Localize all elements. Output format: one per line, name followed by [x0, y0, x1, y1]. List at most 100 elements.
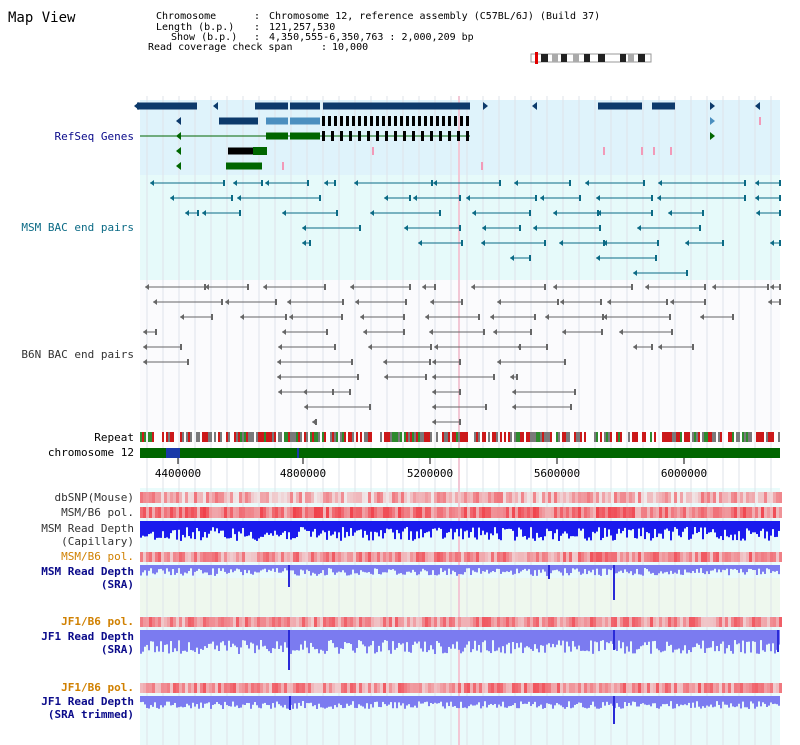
jf1-depth-sra-trimmed [678, 696, 680, 707]
jf1-b6-pol-heat [470, 683, 473, 693]
track-label-msm-bac[interactable]: MSM BAC end pairs [21, 221, 134, 234]
jf1-b6-pol-heat [752, 617, 755, 627]
msm-b6-pol-heat [734, 507, 737, 518]
dbsnp-heat [563, 492, 566, 503]
jf1-depth-sra-trimmed [312, 696, 314, 707]
msm-b6-pol-heat [140, 507, 143, 518]
msm-depth-sra [150, 565, 152, 569]
msm-depth-sra [204, 565, 206, 573]
msm-b6-pol-heat [488, 552, 491, 562]
jf1-depth-sra-trimmed [630, 696, 632, 706]
msm-depth-sra [746, 565, 748, 573]
repeat-element [262, 432, 264, 442]
b6n-bac-pair-end [289, 314, 293, 320]
track-label-b6n-bac[interactable]: B6N BAC end pairs [21, 348, 134, 361]
dbsnp-heat [329, 492, 332, 503]
msm-depth-sra-spike [288, 565, 290, 587]
jf1-depth-sra-trimmed [140, 696, 142, 703]
msm-depth-sra [432, 565, 434, 571]
dbsnp-heat [779, 492, 782, 503]
msm-depth-sra [330, 565, 332, 569]
msm-bac-pair-end [529, 255, 531, 261]
repeat-element [584, 432, 586, 442]
jf1-depth-sra-trimmed [356, 696, 358, 709]
chromosome-gap [166, 448, 180, 458]
msm-b6-pol-heat [206, 507, 209, 518]
msm-depth-capillary [224, 521, 226, 538]
msm-b6-pol-heat [191, 507, 194, 518]
jf1-depth-sra-trimmed [186, 696, 188, 704]
jf1-b6-pol-heat [563, 617, 566, 627]
repeat-element [386, 432, 388, 442]
jf1-b6-pol-heat [173, 617, 176, 627]
msm-depth-sra [658, 565, 660, 574]
dbsnp-heat [317, 492, 320, 503]
jf1-b6-pol-heat [167, 683, 170, 693]
jf1-b6-pol-heat [452, 617, 455, 627]
msm-bac-pair-end [461, 240, 463, 246]
msm-b6-pol-heat [707, 507, 710, 518]
msm-b6-pol-heat [677, 552, 680, 562]
msm-b6-pol-heat [449, 552, 452, 562]
msm-depth-capillary [328, 521, 330, 531]
msm-depth-capillary [484, 521, 486, 535]
msm-bac-pair-end [540, 195, 544, 201]
gene-exon [331, 131, 334, 141]
strand-arrow [710, 132, 715, 140]
msm-depth-capillary [528, 521, 530, 538]
jf1-depth-sra [592, 630, 594, 654]
msm-depth-capillary [222, 521, 224, 531]
msm-depth-capillary [490, 521, 492, 534]
jf1-depth-sra [206, 630, 208, 648]
msm-b6-pol-heat [263, 507, 266, 518]
msm-depth-capillary [162, 521, 164, 532]
gene-exon [652, 102, 675, 110]
msm-depth-sra [742, 565, 744, 573]
repeat-element [404, 432, 406, 442]
msm-depth-sra [446, 565, 448, 575]
jf1-b6-pol-heat [737, 683, 740, 693]
repeat-element [650, 432, 652, 442]
msm-b6-pol-heat [467, 507, 470, 518]
jf1-b6-pol-heat [188, 683, 191, 693]
jf1-depth-sra [764, 630, 766, 652]
jf1-depth-sra [432, 630, 434, 650]
jf1-depth-sra [474, 630, 476, 641]
jf1-depth-sra-trimmed [484, 696, 486, 702]
dbsnp-heat [401, 492, 404, 503]
msm-b6-pol-heat [422, 552, 425, 562]
msm-depth-sra [344, 565, 346, 573]
msm-depth-sra [716, 565, 718, 573]
jf1-b6-pol-heat [719, 617, 722, 627]
msm-b6-pol-heat [515, 552, 518, 562]
repeat-element [778, 432, 780, 442]
jf1-depth-sra-trimmed [396, 696, 398, 709]
msm-b6-pol-heat [236, 507, 239, 518]
dbsnp-heat [575, 492, 578, 503]
dbsnp-heat [587, 492, 590, 503]
jf1-depth-sra-trimmed [182, 696, 184, 708]
jf1-depth-sra-trimmed [452, 696, 454, 707]
msm-b6-pol-heat [443, 552, 446, 562]
msm-b6-pol-heat [755, 552, 758, 562]
msm-b6-pol-heat [173, 552, 176, 562]
msm-depth-sra [406, 565, 408, 572]
jf1-depth-sra-trimmed [250, 696, 252, 709]
jf1-b6-pol-heat [416, 683, 419, 693]
msm-b6-pol-heat [512, 552, 515, 562]
track-label-refseq[interactable]: RefSeq Genes [54, 130, 134, 143]
jf1-depth-sra-trimmed [688, 696, 690, 703]
jf1-depth-sra-trimmed [162, 696, 164, 708]
msm-bac-pair-end [239, 210, 241, 216]
msm-b6-pol-heat [197, 552, 200, 562]
jf1-b6-pol-heat [776, 617, 779, 627]
msm-depth-capillary [700, 521, 702, 528]
msm-depth-sra [740, 565, 742, 569]
jf1-b6-pol-heat [200, 617, 203, 627]
jf1-b6-pol-heat [650, 683, 653, 693]
jf1-depth-sra-trimmed [304, 696, 306, 709]
jf1-b6-pol-heat [485, 617, 488, 627]
jf1-depth-sra [334, 630, 336, 648]
msm-depth-capillary [292, 521, 294, 539]
